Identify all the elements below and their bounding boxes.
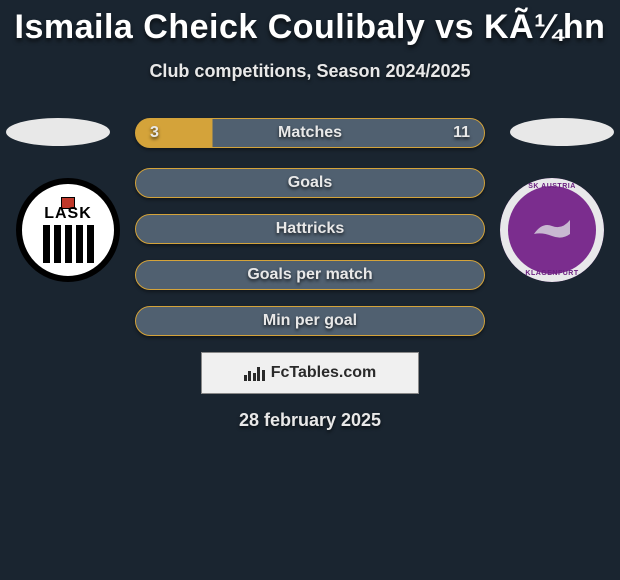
stat-label: Matches (278, 124, 342, 142)
left-team-badge: LASK (16, 178, 120, 282)
klagenfurt-crest-icon (532, 214, 572, 247)
comparison-content: LASK SK AUSTRIA KLAGENFURT 3 Matches 11 … (0, 118, 620, 431)
stat-bar-matches: 3 Matches 11 (135, 118, 485, 148)
stat-right-value: 11 (453, 124, 470, 142)
stat-bar-min-per-goal: Min per goal (135, 306, 485, 336)
stat-label: Goals per match (247, 266, 372, 284)
stat-left-value: 3 (150, 124, 159, 142)
bar-chart-icon (244, 365, 265, 381)
stat-bar-goals-per-match: Goals per match (135, 260, 485, 290)
comparison-date: 28 february 2025 (0, 410, 620, 431)
stats-bars: 3 Matches 11 Goals Hattricks Goals per m… (135, 118, 485, 336)
fctables-branding[interactable]: FcTables.com (201, 352, 419, 394)
right-team-name-top: SK AUSTRIA (508, 183, 596, 190)
right-team-badge: SK AUSTRIA KLAGENFURT (500, 178, 604, 282)
comparison-title: Ismaila Cheick Coulibaly vs KÃ¼hn (0, 0, 620, 47)
branding-label: FcTables.com (271, 364, 377, 382)
stat-bar-hattricks: Hattricks (135, 214, 485, 244)
right-team-name-bottom: KLAGENFURT (508, 270, 596, 277)
stat-label: Hattricks (276, 220, 344, 238)
left-team-name: LASK (44, 205, 92, 223)
stat-label: Min per goal (263, 312, 357, 330)
klagenfurt-ring-icon: SK AUSTRIA KLAGENFURT (500, 178, 604, 282)
stat-label: Goals (288, 174, 332, 192)
lask-stripes-icon (43, 225, 94, 263)
right-silhouette-placeholder (510, 118, 614, 146)
left-silhouette-placeholder (6, 118, 110, 146)
stat-bar-goals: Goals (135, 168, 485, 198)
comparison-subtitle: Club competitions, Season 2024/2025 (0, 61, 620, 82)
